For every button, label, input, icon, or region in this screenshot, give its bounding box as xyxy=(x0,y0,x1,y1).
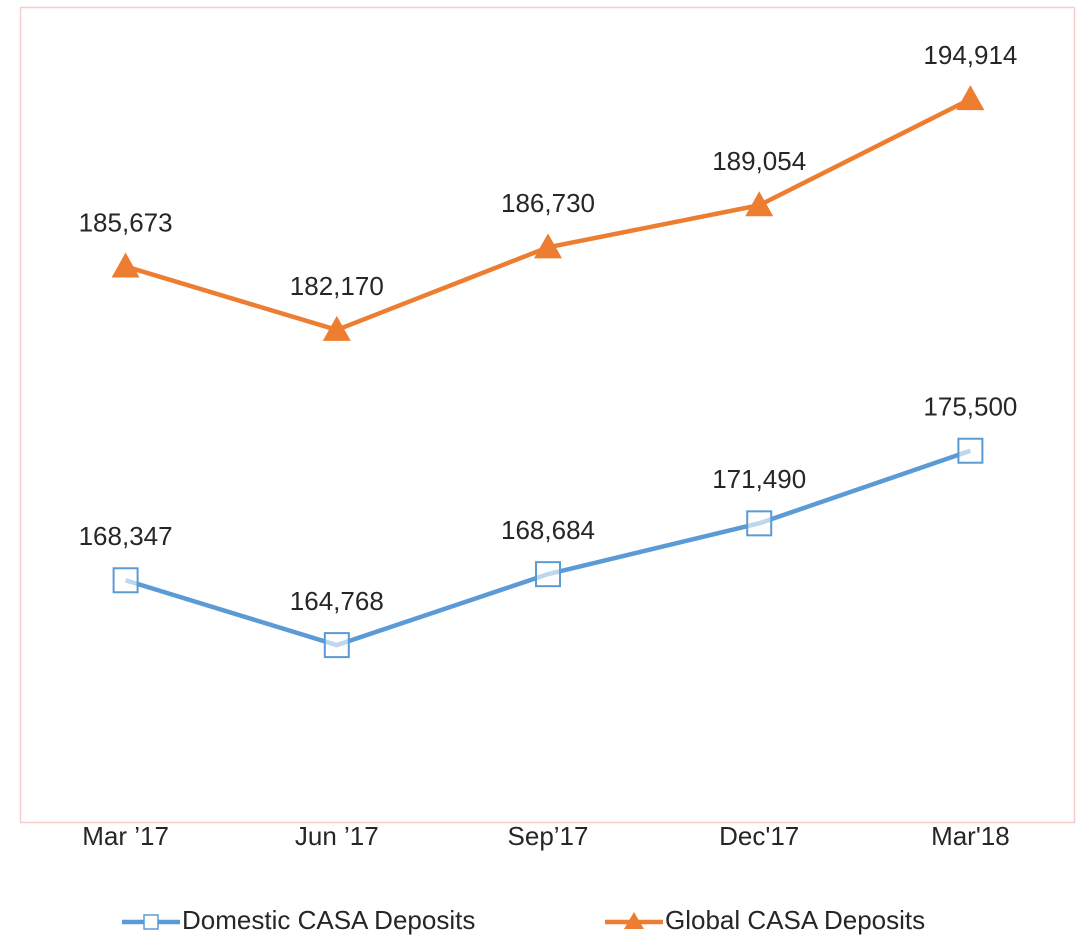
data-label: 168,347 xyxy=(79,521,173,551)
legend-marker xyxy=(624,912,644,929)
legend-marker xyxy=(143,914,159,930)
marker xyxy=(745,191,774,217)
marker xyxy=(111,252,140,278)
marker xyxy=(956,85,985,111)
series-line xyxy=(124,448,972,648)
data-label: 189,054 xyxy=(712,146,806,176)
data-label: 164,768 xyxy=(290,586,384,616)
legend-label: Global CASA Deposits xyxy=(665,905,925,935)
data-label: 186,730 xyxy=(501,188,595,218)
data-label: 185,673 xyxy=(79,207,173,237)
data-label: 182,170 xyxy=(290,271,384,301)
data-label: 175,500 xyxy=(923,392,1017,422)
x-tick-label: Sep’17 xyxy=(508,821,589,851)
legend-label: Domestic CASA Deposits xyxy=(182,905,475,935)
marker xyxy=(323,632,350,659)
data-label: 194,914 xyxy=(923,40,1017,70)
marker xyxy=(534,233,562,259)
marker xyxy=(322,315,351,341)
x-tick-label: Jun ’17 xyxy=(295,821,379,851)
marker xyxy=(957,437,984,464)
plot-area xyxy=(19,6,1076,824)
data-label: 168,684 xyxy=(501,515,595,545)
marker xyxy=(112,567,139,594)
x-tick-label: Mar ’17 xyxy=(82,821,169,851)
marker xyxy=(746,510,773,537)
x-tick-label: Mar'18 xyxy=(931,821,1010,851)
data-label: 171,490 xyxy=(712,464,806,494)
marker xyxy=(535,561,561,588)
x-tick-label: Dec'17 xyxy=(719,821,799,851)
